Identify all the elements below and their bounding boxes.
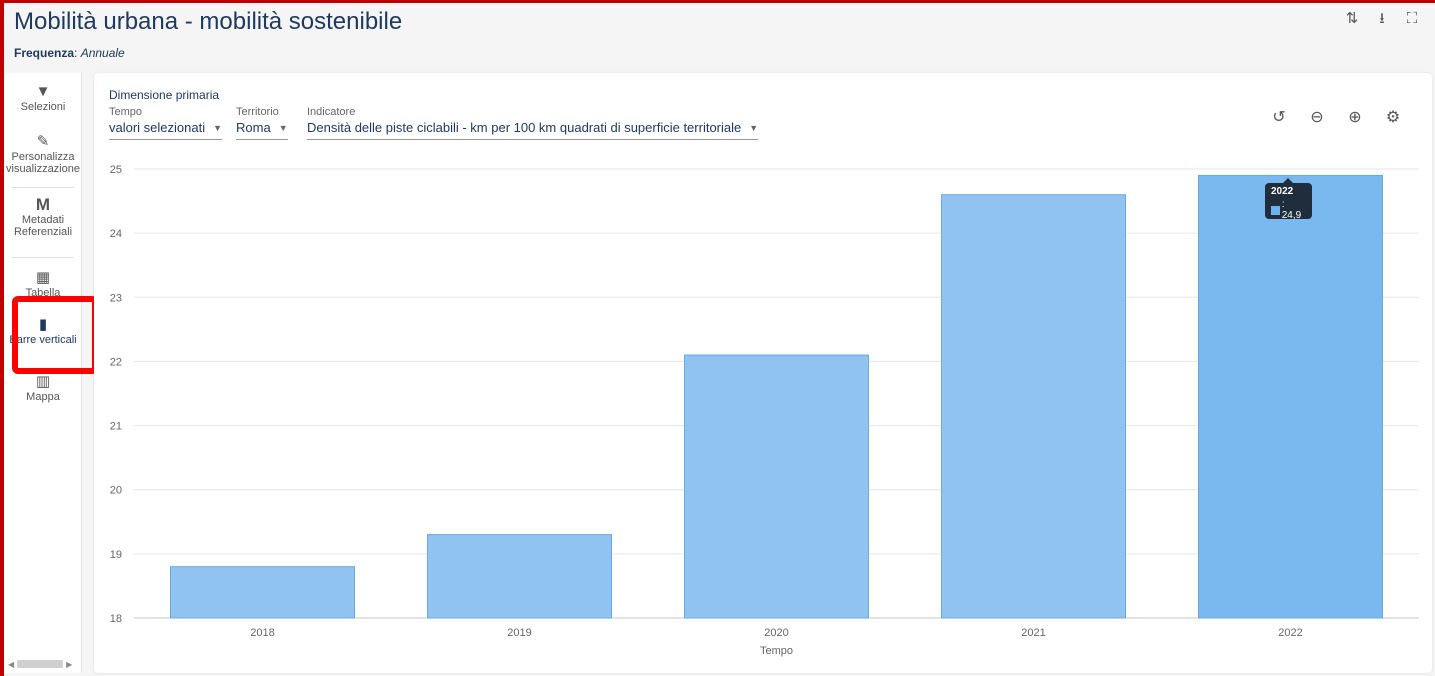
y-tick-label: 19: [110, 549, 122, 561]
swap-icon[interactable]: ⇅: [1345, 10, 1359, 27]
y-tick-label: 18: [110, 613, 122, 625]
bar-2021[interactable]: [940, 194, 1127, 619]
y-tick-label: 25: [110, 164, 122, 176]
indicatore-select[interactable]: Indicatore Densità delle piste ciclabili…: [307, 106, 759, 140]
map-icon: ▥: [35, 373, 51, 390]
scroll-left-icon[interactable]: ◀: [8, 659, 15, 669]
table-icon: ▦: [35, 269, 51, 286]
zoom-out-icon[interactable]: ⊖: [1310, 109, 1324, 126]
chevron-down-icon: ▼: [278, 122, 288, 133]
x-tick-label: 2020: [764, 627, 788, 639]
y-tick-label: 23: [110, 292, 122, 304]
fullscreen-icon[interactable]: ⛶: [1406, 10, 1418, 27]
sidebar-item-barre-verticali[interactable]: ▮ Barre verticali: [4, 316, 82, 346]
page-title: Mobilità urbana - mobilità sostenibile: [14, 8, 403, 35]
metadata-icon: M: [35, 195, 51, 214]
primary-dimension-label: Dimensione primaria: [109, 88, 220, 102]
indicatore-label: Indicatore: [307, 106, 356, 118]
territorio-select[interactable]: Territorio Roma ▼: [236, 106, 288, 140]
territorio-value: Roma: [236, 120, 271, 135]
sidebar-item-metadati[interactable]: M Metadati Referenziali: [4, 195, 82, 239]
bar-2019[interactable]: [426, 534, 613, 619]
chart-tooltip: 2022 : 24,9: [1265, 178, 1312, 221]
tooltip-swatch: [1271, 205, 1280, 215]
chart-toolbar: ↺ ⊖ ⊕ ⚙: [1268, 107, 1404, 127]
settings-icon[interactable]: ⚙: [1385, 109, 1401, 126]
sidebar-item-label: Mappa: [26, 391, 60, 403]
tooltip-year: 2022: [1271, 186, 1294, 197]
tempo-select[interactable]: Tempo valori selezionati ▼: [109, 106, 223, 140]
chevron-down-icon: ▼: [749, 122, 759, 133]
scroll-right-icon[interactable]: ▶: [66, 659, 73, 669]
chevron-down-icon: ▼: [213, 122, 223, 133]
frequency-line: Frequenza: Annuale: [14, 46, 125, 60]
frequency-label: Frequenza: [14, 46, 75, 60]
tooltip-value: : 24,9: [1281, 199, 1302, 221]
sidebar-item-label: Selezioni: [20, 101, 66, 113]
sidebar-item-personalizza[interactable]: ✎ Personalizza visualizzazione: [4, 133, 82, 175]
chart-panel: Dimensione primaria Tempo valori selezio…: [94, 73, 1432, 673]
y-tick-label: 24: [110, 228, 122, 240]
sidebar-scrollbar[interactable]: ◀ ▶: [8, 657, 78, 671]
bar-2018[interactable]: [169, 566, 356, 619]
territorio-label: Territorio: [236, 106, 279, 118]
bar-2020[interactable]: [683, 354, 870, 619]
frequency-value: Annuale: [80, 46, 125, 60]
tempo-label: Tempo: [109, 106, 143, 118]
sidebar-item-label: Barre verticali: [9, 334, 77, 346]
sidebar-item-tabella[interactable]: ▦ Tabella: [4, 269, 82, 299]
territorio-value-box[interactable]: Roma ▼: [236, 120, 288, 140]
pencil-icon: ✎: [36, 133, 50, 150]
sidebar-item-label: Personalizza visualizzazione: [6, 151, 80, 175]
zoom-reset-icon[interactable]: ↺: [1272, 109, 1286, 126]
indicatore-value-box[interactable]: Densità delle piste ciclabili - km per 1…: [307, 120, 759, 140]
sidebar: ▼ Selezioni ✎ Personalizza visualizzazio…: [4, 73, 82, 673]
download-icon[interactable]: ⭳: [1379, 10, 1385, 27]
filter-icon: ▼: [35, 83, 51, 100]
x-tick-label: 2018: [250, 627, 274, 639]
header-toolbar: ⇅ ⭳ ⛶: [1343, 10, 1421, 28]
scroll-thumb[interactable]: [17, 660, 64, 668]
y-tick-label: 20: [110, 485, 122, 497]
bar-chart-icon: ▮: [38, 316, 48, 333]
x-tick-label: 2021: [1021, 627, 1045, 639]
sidebar-item-label: Tabella: [25, 287, 61, 299]
sidebar-divider: [12, 257, 74, 258]
sidebar-divider: [12, 187, 74, 188]
sidebar-item-mappa[interactable]: ▥ Mappa: [4, 373, 82, 403]
sidebar-item-label: Metadati Referenziali: [13, 214, 73, 238]
x-tick-label: 2022: [1278, 627, 1302, 639]
y-tick-label: 22: [110, 356, 122, 368]
sidebar-item-selezioni[interactable]: ▼ Selezioni: [4, 83, 82, 113]
x-axis-label: Tempo: [760, 645, 793, 657]
bar-2022[interactable]: [1197, 174, 1384, 619]
tempo-value-box[interactable]: valori selezionati ▼: [109, 120, 223, 140]
zoom-in-icon[interactable]: ⊕: [1348, 109, 1362, 126]
x-tick-label: 2019: [507, 627, 531, 639]
tooltip-value-row: : 24,9: [1271, 199, 1306, 221]
indicatore-value: Densità delle piste ciclabili - km per 1…: [307, 120, 742, 135]
y-tick-label: 21: [110, 421, 122, 433]
tempo-value: valori selezionati: [109, 120, 206, 135]
